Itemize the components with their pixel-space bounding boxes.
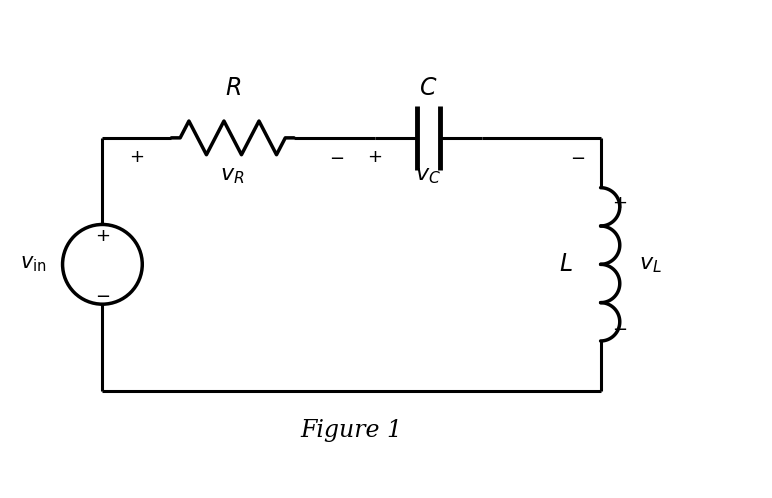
Text: $+$: $+$ [612, 194, 628, 212]
Text: $-$: $-$ [612, 319, 628, 337]
Text: $v_R$: $v_R$ [221, 164, 245, 186]
Text: $-$: $-$ [95, 286, 110, 304]
Text: $L$: $L$ [559, 253, 573, 276]
Text: $-$: $-$ [570, 148, 585, 166]
Text: $v_\mathrm{in}$: $v_\mathrm{in}$ [20, 254, 46, 274]
Text: Figure 1: Figure 1 [300, 419, 402, 442]
Text: $v_C$: $v_C$ [415, 164, 441, 186]
Text: $+$: $+$ [130, 148, 144, 166]
Text: $-$: $-$ [329, 148, 344, 166]
Text: $+$: $+$ [95, 227, 110, 245]
Text: $R$: $R$ [225, 77, 241, 100]
Text: $v_L$: $v_L$ [639, 253, 662, 275]
Text: $C$: $C$ [419, 77, 438, 100]
Text: $+$: $+$ [367, 148, 382, 166]
